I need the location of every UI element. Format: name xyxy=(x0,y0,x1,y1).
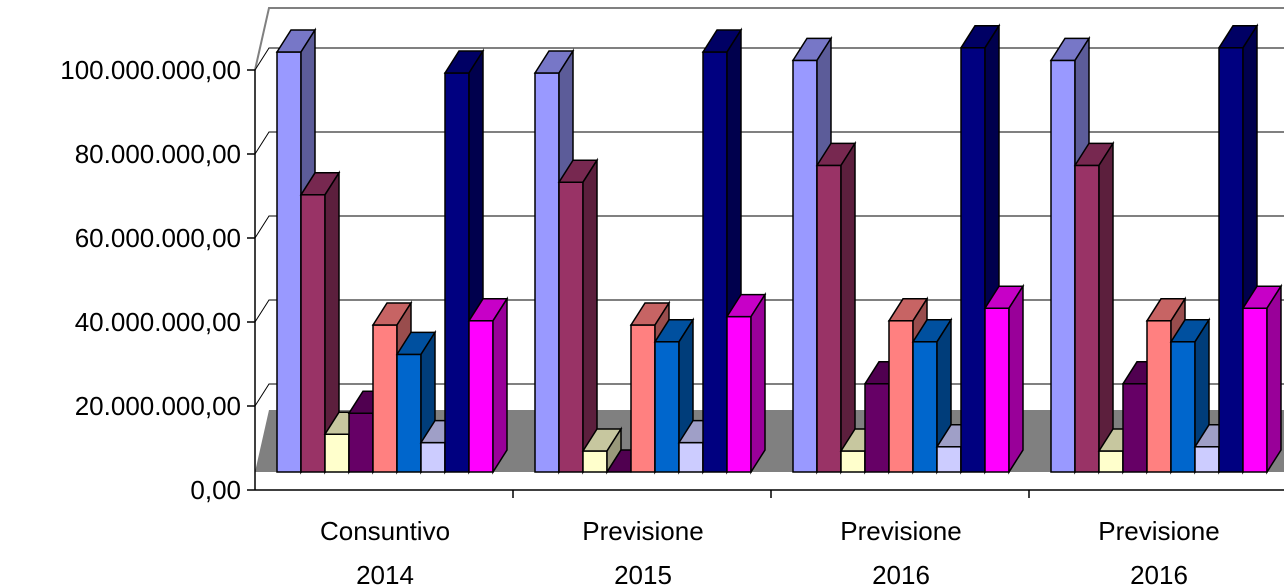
bar xyxy=(1217,23,1259,475)
bar-side xyxy=(1008,283,1024,475)
gridline xyxy=(254,299,1284,323)
bar-front xyxy=(960,47,986,473)
bar-front xyxy=(792,59,818,473)
bar-front xyxy=(582,450,608,473)
bar-front xyxy=(912,341,938,473)
bar xyxy=(815,140,857,475)
bar-front xyxy=(534,72,560,473)
bar-front xyxy=(1098,450,1124,473)
bar-front xyxy=(702,51,728,473)
bar-front xyxy=(420,441,446,473)
bar xyxy=(581,426,623,475)
x-tick-label: 2016 xyxy=(1130,560,1188,588)
y-axis-tick-labels: 0,00 20.000.000,00 40.000.000,00 60.000.000… xyxy=(60,55,241,505)
y-tick-label: 60.000.000,00 xyxy=(75,223,241,253)
bar-front xyxy=(1194,446,1220,473)
bar xyxy=(1241,283,1283,475)
bar-front xyxy=(348,412,374,473)
x-tick-label: 2014 xyxy=(356,560,414,588)
bar xyxy=(467,296,509,475)
gridline xyxy=(254,215,1284,239)
axes xyxy=(247,69,1284,498)
bar-front xyxy=(888,320,914,473)
x-tick-label: 2016 xyxy=(872,560,930,588)
back-wall-edge xyxy=(254,7,1284,71)
bar-front xyxy=(726,315,752,473)
bar-front xyxy=(396,353,422,473)
bar-front xyxy=(1170,341,1196,473)
x-tick-label: 2015 xyxy=(614,560,672,588)
bar-front xyxy=(1050,59,1076,473)
bar-front xyxy=(276,51,302,473)
y-tick-label: 100.000.000,00 xyxy=(60,55,241,85)
bar-front xyxy=(840,450,866,473)
chart-walls xyxy=(254,7,1284,71)
bar xyxy=(299,170,341,475)
bar-front xyxy=(984,307,1010,473)
bar-front xyxy=(1122,383,1148,473)
bar-front xyxy=(816,164,842,473)
bar xyxy=(557,157,599,475)
chart-floor xyxy=(255,410,1284,472)
bar-front xyxy=(372,324,398,473)
bar-front xyxy=(1218,47,1244,473)
floor-plane xyxy=(255,410,1284,472)
x-tick-label: Consuntivo xyxy=(320,516,450,546)
y-tick-label: 80.000.000,00 xyxy=(75,139,241,169)
bar-front xyxy=(468,320,494,473)
bar xyxy=(1073,140,1115,475)
x-tick-label: Previsione xyxy=(1098,516,1219,546)
x-tick-label: Previsione xyxy=(582,516,703,546)
bar-front xyxy=(864,383,890,473)
gridline xyxy=(254,47,1284,71)
x-tick-label: Previsione xyxy=(840,516,961,546)
bar-side xyxy=(750,292,766,475)
bar xyxy=(983,283,1025,475)
bar-front xyxy=(1146,320,1172,473)
y-tick-label: 20.000.000,00 xyxy=(75,391,241,421)
bar-front xyxy=(444,72,470,473)
bar-side xyxy=(840,140,856,475)
gridline xyxy=(254,131,1284,155)
bar-side xyxy=(1266,283,1282,475)
bar-side xyxy=(1098,140,1114,475)
bar-front xyxy=(630,324,656,473)
bar-front xyxy=(300,194,326,473)
bar-front xyxy=(654,341,680,473)
y-tick-label: 0,00 xyxy=(190,475,241,505)
y-tick-label: 40.000.000,00 xyxy=(75,307,241,337)
bar-front xyxy=(558,181,584,473)
bar-side xyxy=(492,296,508,475)
x-axis-tick-labels: Consuntivo 2014 Previsione 2015 Previsione 20… xyxy=(320,516,1220,588)
bar-front xyxy=(1074,164,1100,473)
bar xyxy=(725,292,767,475)
bar-front xyxy=(678,441,704,473)
bar-front xyxy=(936,446,962,473)
bar-front xyxy=(1242,307,1268,473)
bars xyxy=(275,23,1283,475)
bar-side xyxy=(582,157,598,475)
bar-front xyxy=(324,433,350,473)
